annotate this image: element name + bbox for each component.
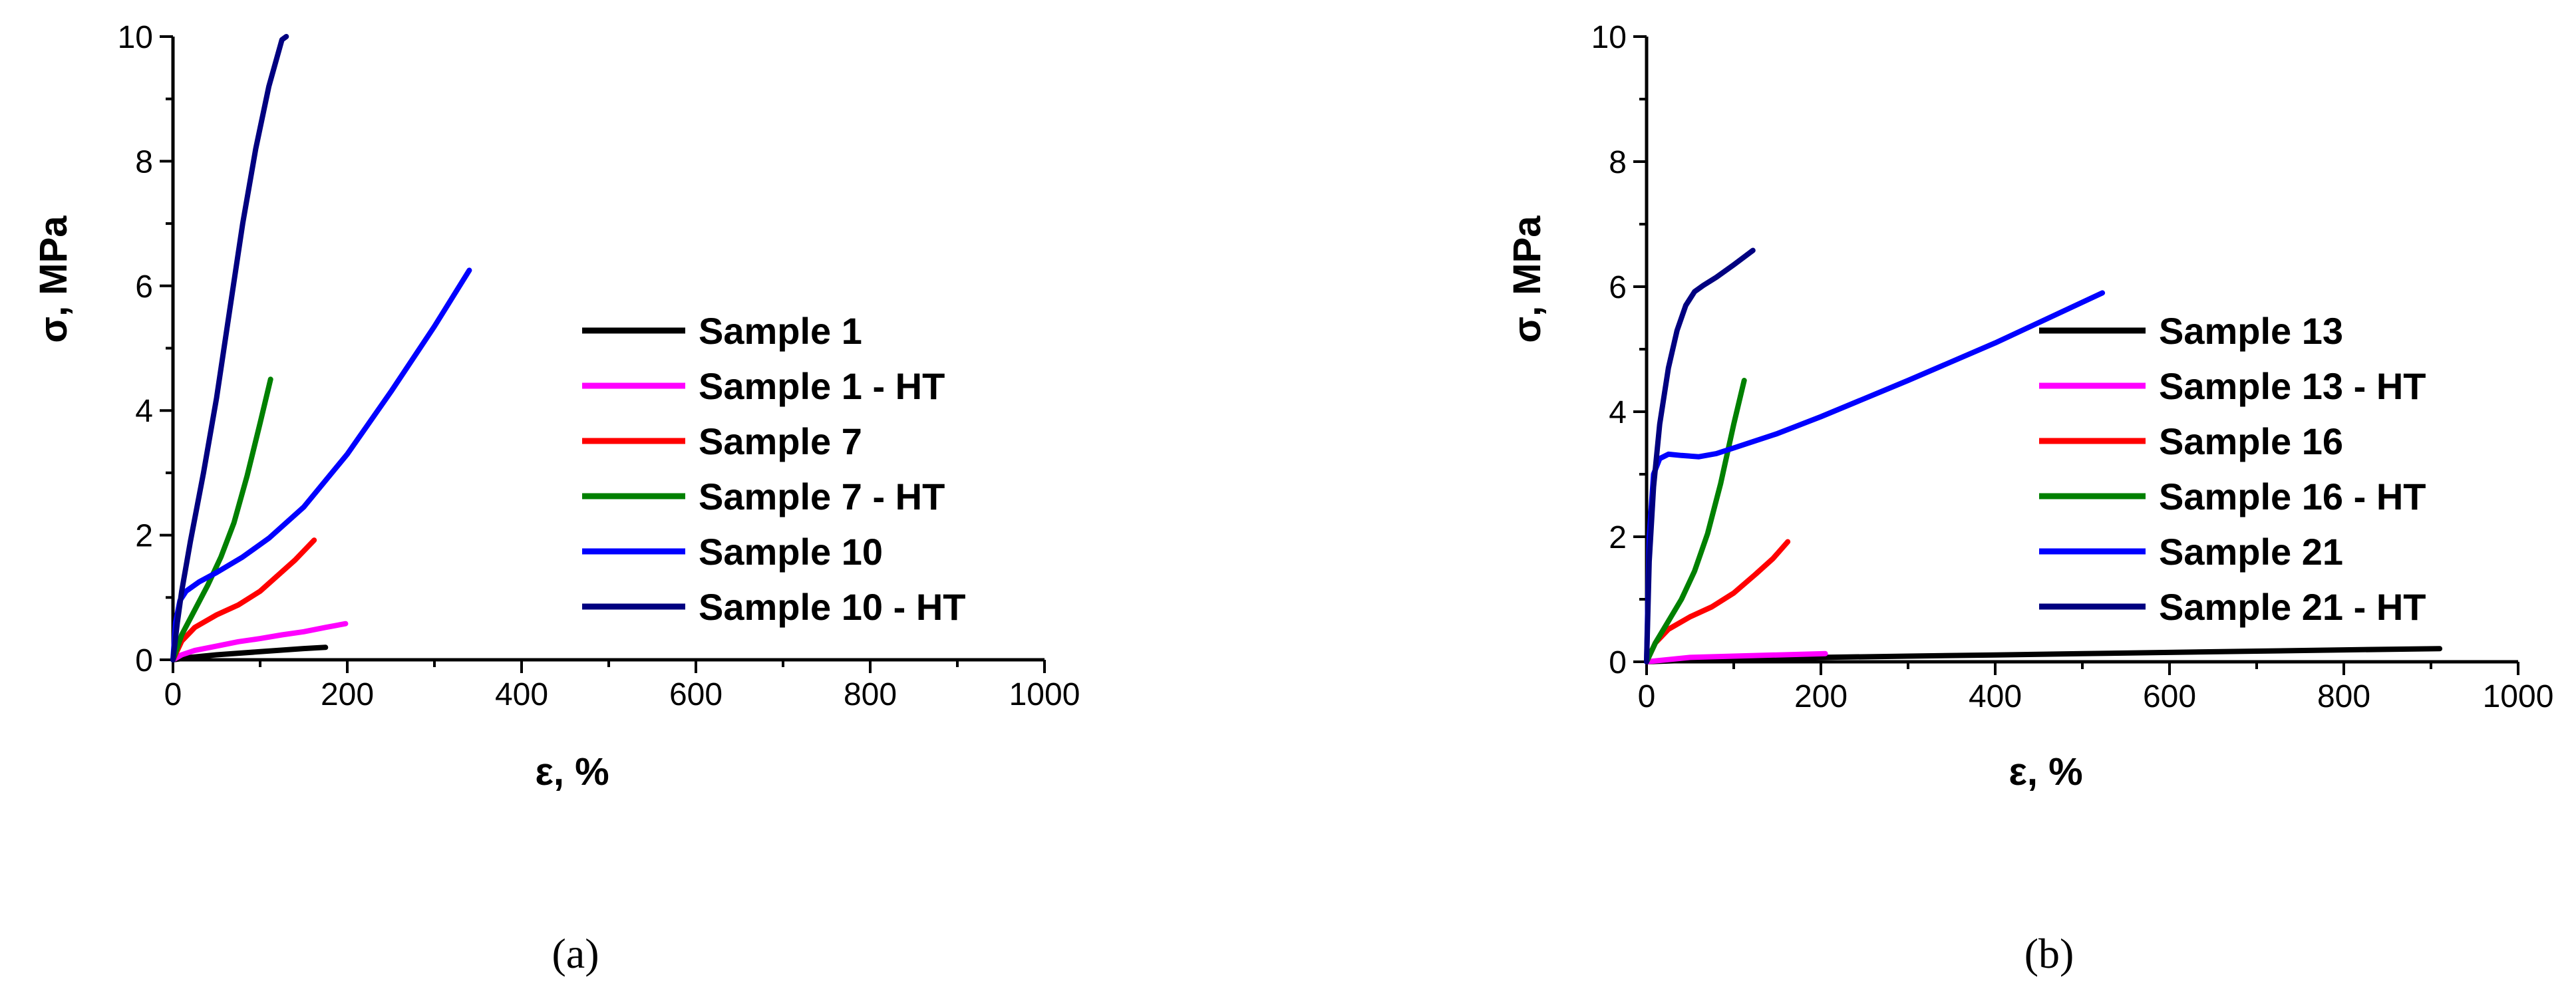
series-line-6 bbox=[170, 34, 289, 662]
y-tick-label: 4 bbox=[1609, 395, 1627, 430]
legend-label: Sample 10 bbox=[699, 531, 883, 573]
panel-b: 0 200 400 600 800 1000 0 2 4 6 8 10 ε, % σ, MPa Sample… bbox=[1506, 20, 2553, 977]
panel-label: (b) bbox=[2024, 930, 2074, 977]
x-tick-label: 200 bbox=[1794, 679, 1848, 714]
panel-label: (a) bbox=[552, 930, 599, 977]
y-tick-label: 0 bbox=[1609, 645, 1627, 680]
series-line-3 bbox=[170, 537, 317, 662]
series-line-4 bbox=[1644, 378, 1747, 664]
x-tick-label: 600 bbox=[669, 677, 723, 712]
panel-a: 0 200 400 600 800 1000 0 2 4 6 8 10 ε, % σ, MPa Sample… bbox=[32, 20, 1080, 977]
legend: Sample 13 Sample 13 - HT Sample 16 Sample 1… bbox=[2039, 310, 2426, 628]
y-tick-label: 10 bbox=[1591, 20, 1627, 55]
series-line-5 bbox=[170, 267, 472, 662]
series-line-4 bbox=[170, 376, 273, 662]
legend-label: Sample 10 - HT bbox=[699, 586, 965, 628]
y-tick-label: 8 bbox=[1609, 145, 1627, 180]
y-tick-label: 8 bbox=[135, 144, 153, 180]
legend-label: Sample 1 bbox=[699, 310, 862, 352]
legend-label: Sample 7 bbox=[699, 420, 862, 462]
legend-label: Sample 7 - HT bbox=[699, 476, 945, 517]
y-axis-title: σ, MPa bbox=[1506, 215, 1549, 343]
x-axis-title: ε, % bbox=[2009, 750, 2082, 793]
x-tick-label: 800 bbox=[844, 677, 897, 712]
x-tick-label: 600 bbox=[2143, 679, 2196, 714]
legend-label: Sample 16 bbox=[2159, 420, 2343, 462]
legend-label: Sample 21 - HT bbox=[2159, 586, 2426, 628]
series-line-2 bbox=[170, 621, 349, 662]
series-line-1 bbox=[1644, 646, 2443, 664]
legend-label: Sample 1 - HT bbox=[699, 365, 945, 407]
y-tick-label: 0 bbox=[135, 643, 153, 678]
y-tick-label: 6 bbox=[1609, 270, 1627, 305]
y-tick-label: 2 bbox=[1609, 520, 1627, 555]
x-tick-label: 400 bbox=[1969, 679, 2022, 714]
series-line-2 bbox=[1644, 650, 1828, 664]
y-tick-label: 6 bbox=[135, 269, 153, 305]
y-tick-label: 4 bbox=[135, 394, 153, 429]
legend-label: Sample 16 - HT bbox=[2159, 476, 2426, 517]
x-tick-label: 1000 bbox=[1009, 677, 1080, 712]
x-tick-label: 0 bbox=[1638, 679, 1656, 714]
x-axis-title: ε, % bbox=[535, 750, 609, 793]
y-tick-label: 10 bbox=[118, 20, 153, 55]
series-line-6 bbox=[1644, 247, 1756, 664]
x-tick-label: 0 bbox=[164, 677, 182, 712]
legend: Sample 1 Sample 1 - HT Sample 7 Sample 7 - … bbox=[582, 310, 965, 628]
series-line-3 bbox=[1644, 539, 1791, 664]
legend-label: Sample 13 bbox=[2159, 310, 2343, 352]
legend-label: Sample 13 - HT bbox=[2159, 365, 2426, 407]
y-axis-title: σ, MPa bbox=[32, 215, 75, 343]
series-line-1 bbox=[170, 644, 329, 662]
x-tick-label: 800 bbox=[2317, 679, 2370, 714]
y-tick-label: 2 bbox=[135, 519, 153, 554]
x-tick-label: 400 bbox=[495, 677, 548, 712]
x-tick-label: 1000 bbox=[2483, 679, 2554, 714]
legend-label: Sample 21 bbox=[2159, 531, 2343, 573]
x-tick-label: 200 bbox=[321, 677, 374, 712]
